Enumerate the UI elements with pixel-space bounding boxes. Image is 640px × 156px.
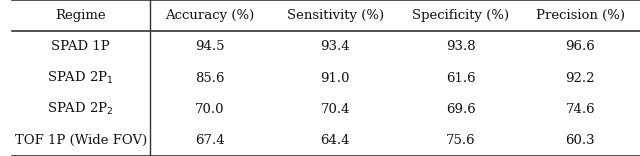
Text: 64.4: 64.4 <box>321 134 350 147</box>
Text: 69.6: 69.6 <box>446 103 476 116</box>
Text: 74.6: 74.6 <box>566 103 595 116</box>
Text: 75.6: 75.6 <box>446 134 476 147</box>
Text: SPAD 2P$_2$: SPAD 2P$_2$ <box>47 101 114 117</box>
Text: Regime: Regime <box>56 9 106 22</box>
Text: 93.8: 93.8 <box>446 40 476 53</box>
Text: 96.6: 96.6 <box>565 40 595 53</box>
Text: 60.3: 60.3 <box>566 134 595 147</box>
Text: TOF 1P (Wide FOV): TOF 1P (Wide FOV) <box>15 134 147 147</box>
Text: 91.0: 91.0 <box>321 71 350 85</box>
Text: SPAD 2P$_1$: SPAD 2P$_1$ <box>47 70 114 86</box>
Text: 94.5: 94.5 <box>195 40 224 53</box>
Text: Specificity (%): Specificity (%) <box>412 9 509 22</box>
Text: Precision (%): Precision (%) <box>536 9 625 22</box>
Text: 85.6: 85.6 <box>195 71 224 85</box>
Text: 70.4: 70.4 <box>321 103 350 116</box>
Text: 70.0: 70.0 <box>195 103 224 116</box>
Text: 67.4: 67.4 <box>195 134 225 147</box>
Text: Accuracy (%): Accuracy (%) <box>165 9 254 22</box>
Text: Sensitivity (%): Sensitivity (%) <box>287 9 384 22</box>
Text: SPAD 1P: SPAD 1P <box>51 40 110 53</box>
Text: 61.6: 61.6 <box>446 71 476 85</box>
Text: 93.4: 93.4 <box>321 40 350 53</box>
Text: 92.2: 92.2 <box>566 71 595 85</box>
